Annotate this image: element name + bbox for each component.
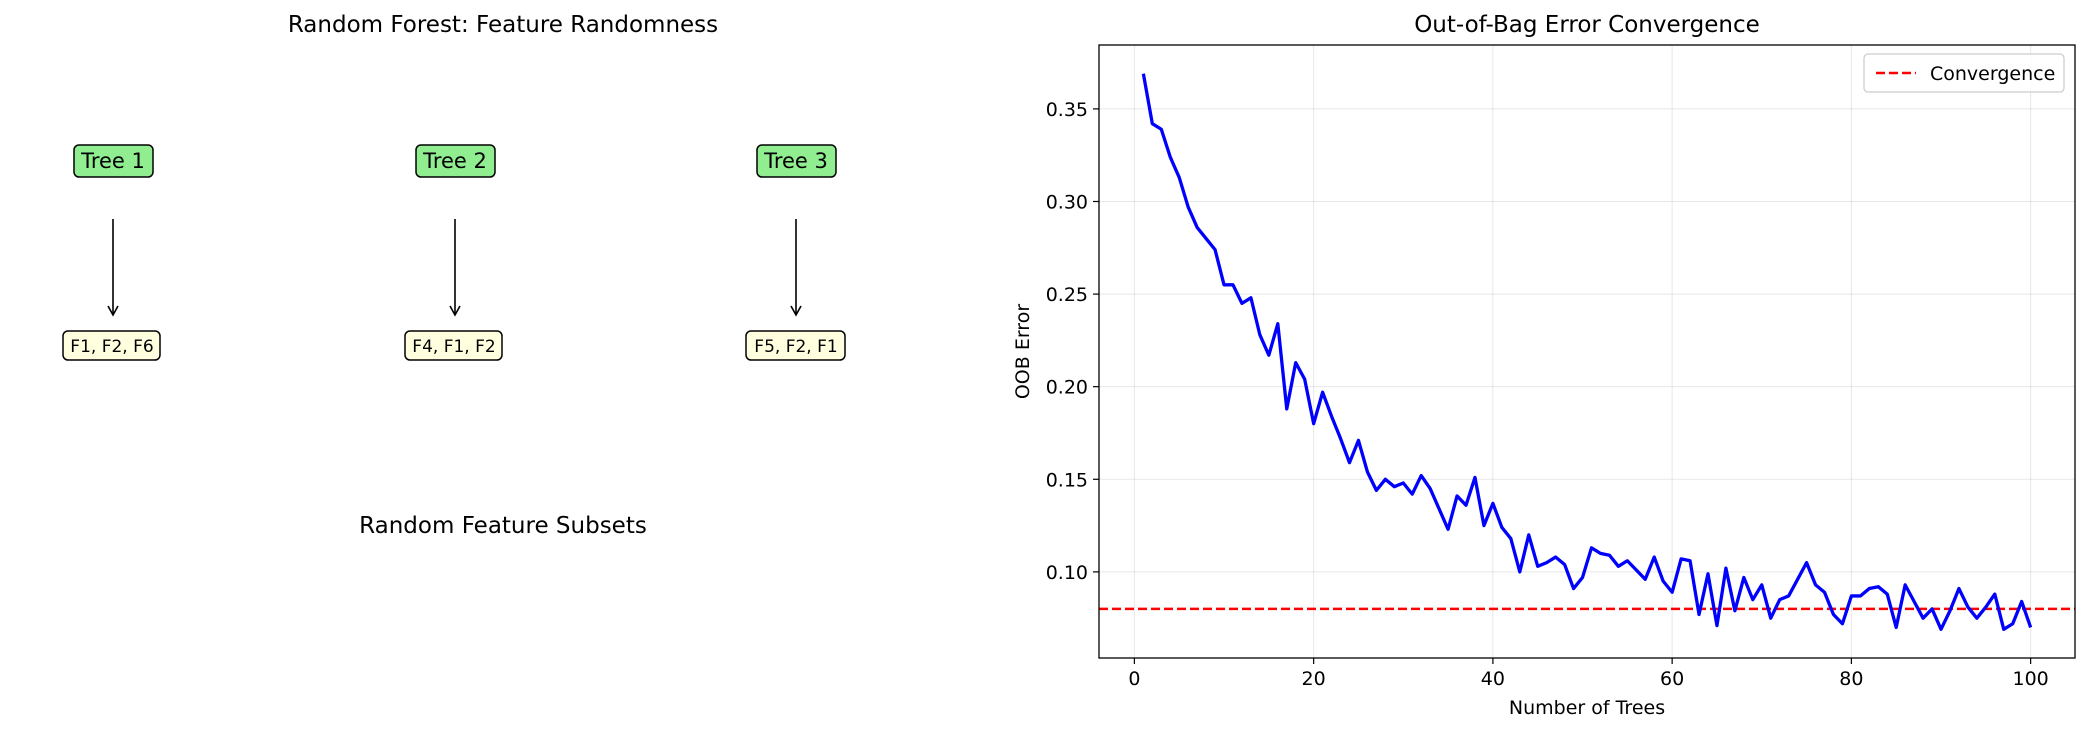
tree-3-subset-box (745, 330, 846, 361)
tree-2-subset-label: F4, F1, F2 (412, 337, 495, 357)
feature-randomness-panel: Random Forest: Feature Randomness Tree 1… (62, 12, 846, 539)
tree-3-group: Tree 3 F5, F2, F1 (745, 144, 846, 361)
tree-2-box (415, 144, 496, 178)
legend-label: Convergence (1930, 63, 2055, 85)
tree-1-subset-label: F1, F2, F6 (70, 337, 153, 357)
left-panel-title: Random Forest: Feature Randomness (288, 12, 718, 38)
y-tick-label: 0.10 (1046, 562, 1088, 584)
y-axis-label: OOB Error (1012, 304, 1034, 399)
tree-3-box (756, 144, 837, 178)
tree-1-group: Tree 1 F1, F2, F6 (62, 144, 161, 361)
chart-title: Out-of-Bag Error Convergence (1414, 12, 1760, 38)
oob-error-line (1141, 73, 2033, 631)
tree-1-subset-box (62, 330, 161, 361)
tree-1-label: Tree 1 (80, 149, 145, 173)
legend-box (1863, 53, 2065, 93)
x-tick-label: 100 (2013, 668, 2049, 690)
oob-chart: Out-of-Bag Error Convergence 0 20 40 60 80 10… (1012, 12, 2076, 719)
y-tick-label: 0.35 (1046, 99, 1088, 121)
y-tick-label: 0.20 (1046, 377, 1088, 399)
tree-3-label: Tree 3 (763, 149, 828, 173)
y-tick-label: 0.30 (1046, 191, 1088, 213)
y-tick-label: 0.25 (1046, 284, 1088, 306)
series-layer (1141, 73, 2033, 631)
x-tick-label: 60 (1660, 668, 1684, 690)
legend: Convergence (1863, 53, 2065, 93)
x-tick-label: 80 (1839, 668, 1863, 690)
x-tick-label: 0 (1128, 668, 1140, 690)
plot-frame (1098, 44, 2076, 659)
tree-2-group: Tree 2 F4, F1, F2 (404, 144, 503, 361)
tree-3-subset-label: F5, F2, F1 (754, 337, 837, 357)
x-tick-label: 40 (1481, 668, 1505, 690)
x-axis-label: Number of Trees (1509, 697, 1665, 719)
tree-1-box (73, 144, 154, 178)
y-tick-label: 0.15 (1046, 469, 1088, 491)
subsets-caption: Random Feature Subsets (359, 513, 647, 539)
tree-2-label: Tree 2 (422, 149, 487, 173)
tree-2-subset-box (404, 330, 503, 361)
y-axis-ticks: 0.10 0.15 0.20 0.25 0.30 0.35 (1046, 99, 1099, 584)
x-tick-label: 20 (1302, 668, 1326, 690)
chart-grid (1099, 45, 2075, 658)
x-axis-ticks: 0 20 40 60 80 100 (1128, 658, 2049, 690)
